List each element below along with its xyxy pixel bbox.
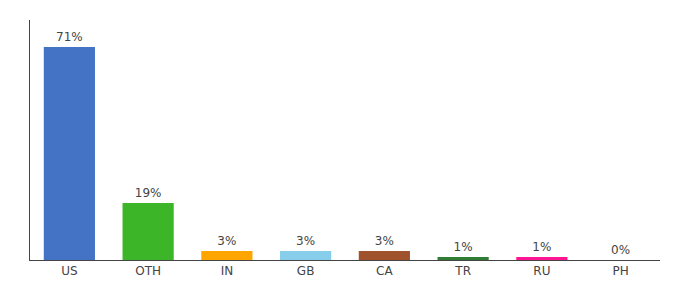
svg-text:OTH: OTH	[135, 264, 161, 278]
svg-text:3%: 3%	[217, 234, 236, 248]
svg-text:US: US	[61, 264, 77, 278]
svg-text:1%: 1%	[532, 240, 551, 254]
svg-text:GB: GB	[297, 264, 315, 278]
svg-text:PH: PH	[612, 264, 628, 278]
svg-text:19%: 19%	[135, 186, 162, 200]
svg-text:CA: CA	[376, 264, 393, 278]
svg-text:1%: 1%	[454, 240, 473, 254]
svg-text:71%: 71%	[56, 30, 83, 44]
svg-text:RU: RU	[533, 264, 550, 278]
svg-text:3%: 3%	[375, 234, 394, 248]
svg-text:3%: 3%	[296, 234, 315, 248]
svg-text:TR: TR	[454, 264, 471, 278]
svg-text:IN: IN	[221, 264, 234, 278]
svg-text:0%: 0%	[611, 243, 630, 257]
